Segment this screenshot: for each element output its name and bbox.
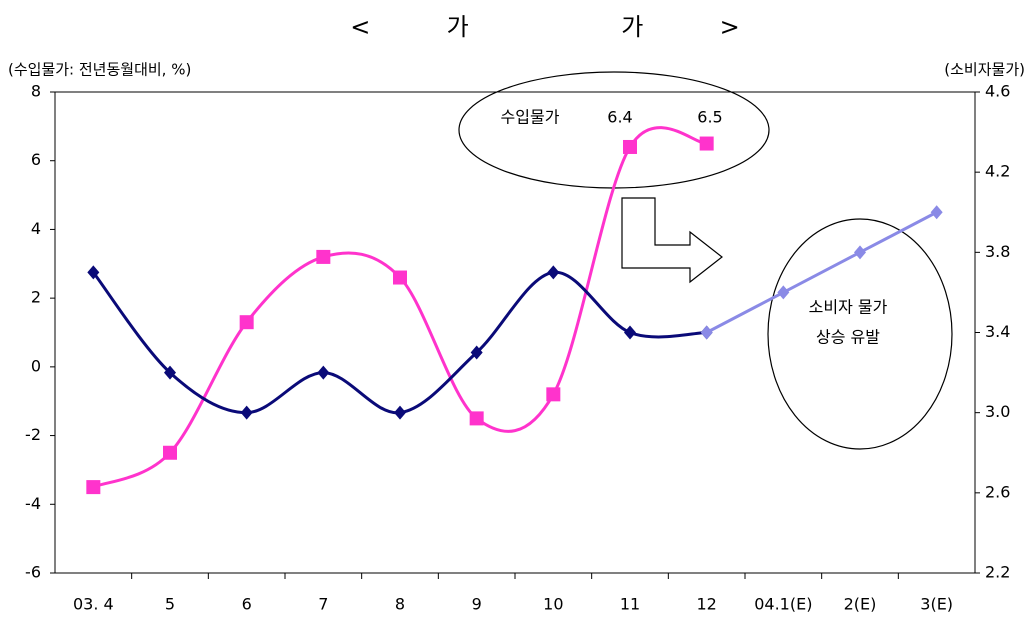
y2-axis-label: (소비자물가) bbox=[944, 61, 1025, 79]
marker bbox=[623, 139, 637, 154]
y2-tick-label: 4.6 bbox=[985, 82, 1010, 101]
x-tick-label: 11 bbox=[620, 595, 640, 614]
marker bbox=[240, 405, 253, 420]
y2-tick-label: 2.6 bbox=[985, 482, 1010, 501]
x-tick-label: 10 bbox=[543, 595, 563, 614]
marker bbox=[699, 136, 714, 151]
annotation: 수입물가 bbox=[501, 108, 560, 127]
marker bbox=[164, 365, 176, 380]
marker bbox=[87, 265, 100, 280]
y-tick-label: 0 bbox=[31, 356, 41, 375]
x-tick-label: 04.1(E) bbox=[754, 595, 812, 614]
x-tick-label: 3(E) bbox=[920, 595, 953, 614]
y-axis-label: (수입물가: 전년동월대비, %) bbox=[8, 61, 191, 79]
marker bbox=[777, 285, 790, 300]
marker bbox=[394, 405, 406, 420]
marker bbox=[930, 205, 943, 220]
marker bbox=[470, 345, 483, 360]
series-line bbox=[705, 210, 938, 334]
series-line bbox=[92, 126, 707, 489]
marker bbox=[546, 387, 561, 402]
x-tick-label: 03. 4 bbox=[73, 595, 114, 614]
y-tick-label: -2 bbox=[25, 425, 41, 444]
marker bbox=[163, 445, 177, 460]
marker bbox=[700, 325, 713, 340]
x-tick-label: 9 bbox=[472, 595, 482, 614]
x-tick-label: 12 bbox=[696, 595, 716, 614]
x-tick-label: 8 bbox=[395, 595, 405, 614]
y-tick-label: 6 bbox=[31, 150, 41, 169]
y-tick-label: -6 bbox=[25, 563, 41, 582]
marker bbox=[86, 480, 101, 495]
marker bbox=[547, 265, 560, 280]
y-tick-label: 4 bbox=[31, 219, 41, 238]
marker bbox=[624, 325, 636, 340]
y-tick-label: 8 bbox=[31, 82, 41, 101]
annotation: 6.4 bbox=[607, 108, 632, 127]
marker bbox=[239, 315, 254, 330]
annotation: 상승 유발 bbox=[816, 328, 880, 347]
annotation: 6.5 bbox=[697, 108, 722, 127]
y-tick-label: -4 bbox=[25, 494, 41, 513]
series-line bbox=[92, 270, 707, 415]
x-tick-label: 6 bbox=[242, 595, 252, 614]
annotation: 소비자 물가 bbox=[809, 298, 888, 317]
y-tick-label: 2 bbox=[31, 288, 41, 307]
marker bbox=[317, 365, 330, 380]
y2-tick-label: 4.2 bbox=[985, 162, 1010, 181]
marker bbox=[393, 270, 407, 285]
chart-title: < 가 가 > bbox=[350, 13, 740, 41]
y2-tick-label: 2.2 bbox=[985, 563, 1010, 582]
y2-tick-label: 3.0 bbox=[985, 402, 1010, 421]
marker bbox=[316, 249, 331, 264]
x-tick-label: 7 bbox=[318, 595, 328, 614]
y2-tick-label: 3.4 bbox=[985, 322, 1010, 341]
callout-ellipse bbox=[767, 218, 953, 450]
x-tick-label: 2(E) bbox=[844, 595, 877, 614]
marker bbox=[469, 411, 484, 426]
x-tick-label: 5 bbox=[165, 595, 175, 614]
y2-tick-label: 3.8 bbox=[985, 242, 1010, 261]
arrow bbox=[621, 197, 723, 284]
callout-ellipse bbox=[458, 71, 770, 189]
marker bbox=[854, 245, 866, 260]
